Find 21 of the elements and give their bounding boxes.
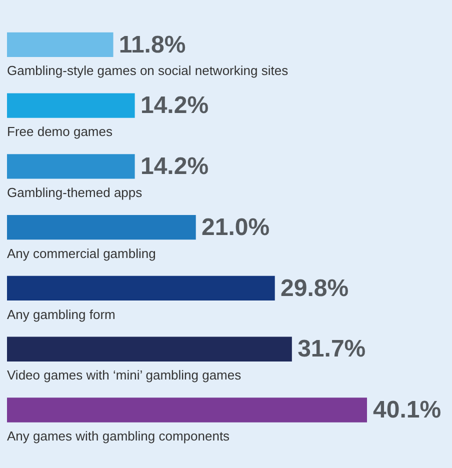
bar (7, 32, 114, 57)
data-label: 11.8% (118, 31, 186, 58)
y-tick-label: Free demo games (7, 124, 113, 140)
data-label: 21.0% (202, 214, 270, 241)
y-tick-label: Any commercial gambling (7, 246, 156, 261)
data-label: 14.2% (140, 92, 209, 120)
y-tick-label: Gambling-themed apps (7, 185, 143, 200)
bar (7, 215, 196, 240)
bar (7, 154, 135, 179)
data-label: 31.7% (298, 336, 366, 363)
y-tick-label: Gambling-style games on social networking sites (7, 63, 289, 78)
data-label: 29.8% (280, 274, 349, 302)
y-tick-label: Any gambling form (7, 306, 116, 322)
bar (7, 93, 135, 118)
bar (7, 398, 367, 422)
bar (7, 276, 275, 301)
y-tick-label: Any games with gambling components (7, 428, 230, 444)
y-tick-label: Video games with ‘mini’ gambling games (7, 368, 242, 383)
bar (7, 336, 292, 362)
data-label: 40.1% (373, 396, 442, 424)
data-label: 14.2% (140, 153, 209, 180)
